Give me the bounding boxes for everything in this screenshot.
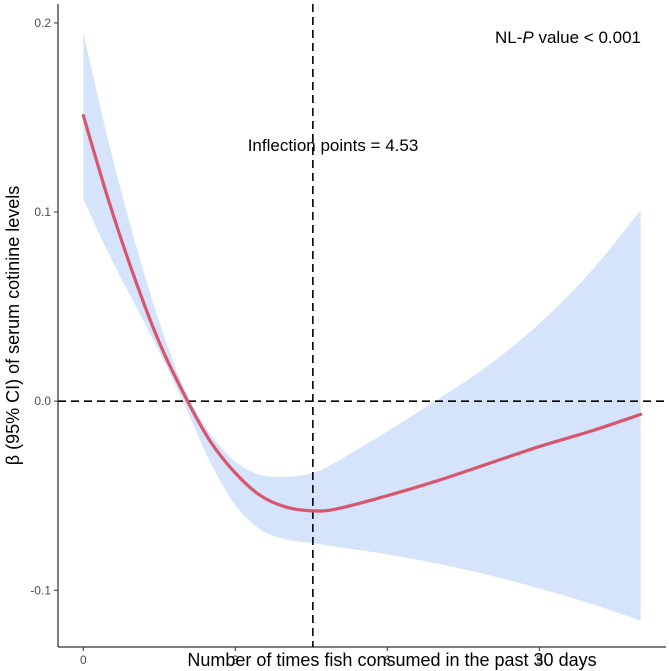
nl-suffix: value < 0.001 [534,28,641,47]
inflection-annotation: Inflection points = 4.53 [248,136,419,155]
nl-p-value-annotation: NL-P value < 0.001 [495,28,641,47]
x-tick-label: 3 [232,653,239,667]
y-tick-label: 0.2 [34,16,51,30]
x-tick-label: 6 [384,653,391,667]
y-axis-ticks: -0.1 0.0 0.1 0.2 [30,16,58,597]
y-tick-label: 0.0 [34,394,51,408]
x-axis-ticks: 0 3 6 9 [80,647,543,667]
nl-p-letter: P [522,28,534,47]
confidence-interval-band [83,32,641,621]
y-tick-label: -0.1 [30,583,51,597]
y-tick-label: 0.1 [34,205,51,219]
x-tick-label: 0 [80,653,87,667]
y-axis-title: β (95% CI) of serum cotinine levels [3,186,23,465]
x-tick-label: 9 [536,653,543,667]
nl-prefix: NL- [495,28,522,47]
beta-estimate-line [81,113,643,513]
x-axis-title: Number of times fish consumed in the pas… [187,650,596,670]
